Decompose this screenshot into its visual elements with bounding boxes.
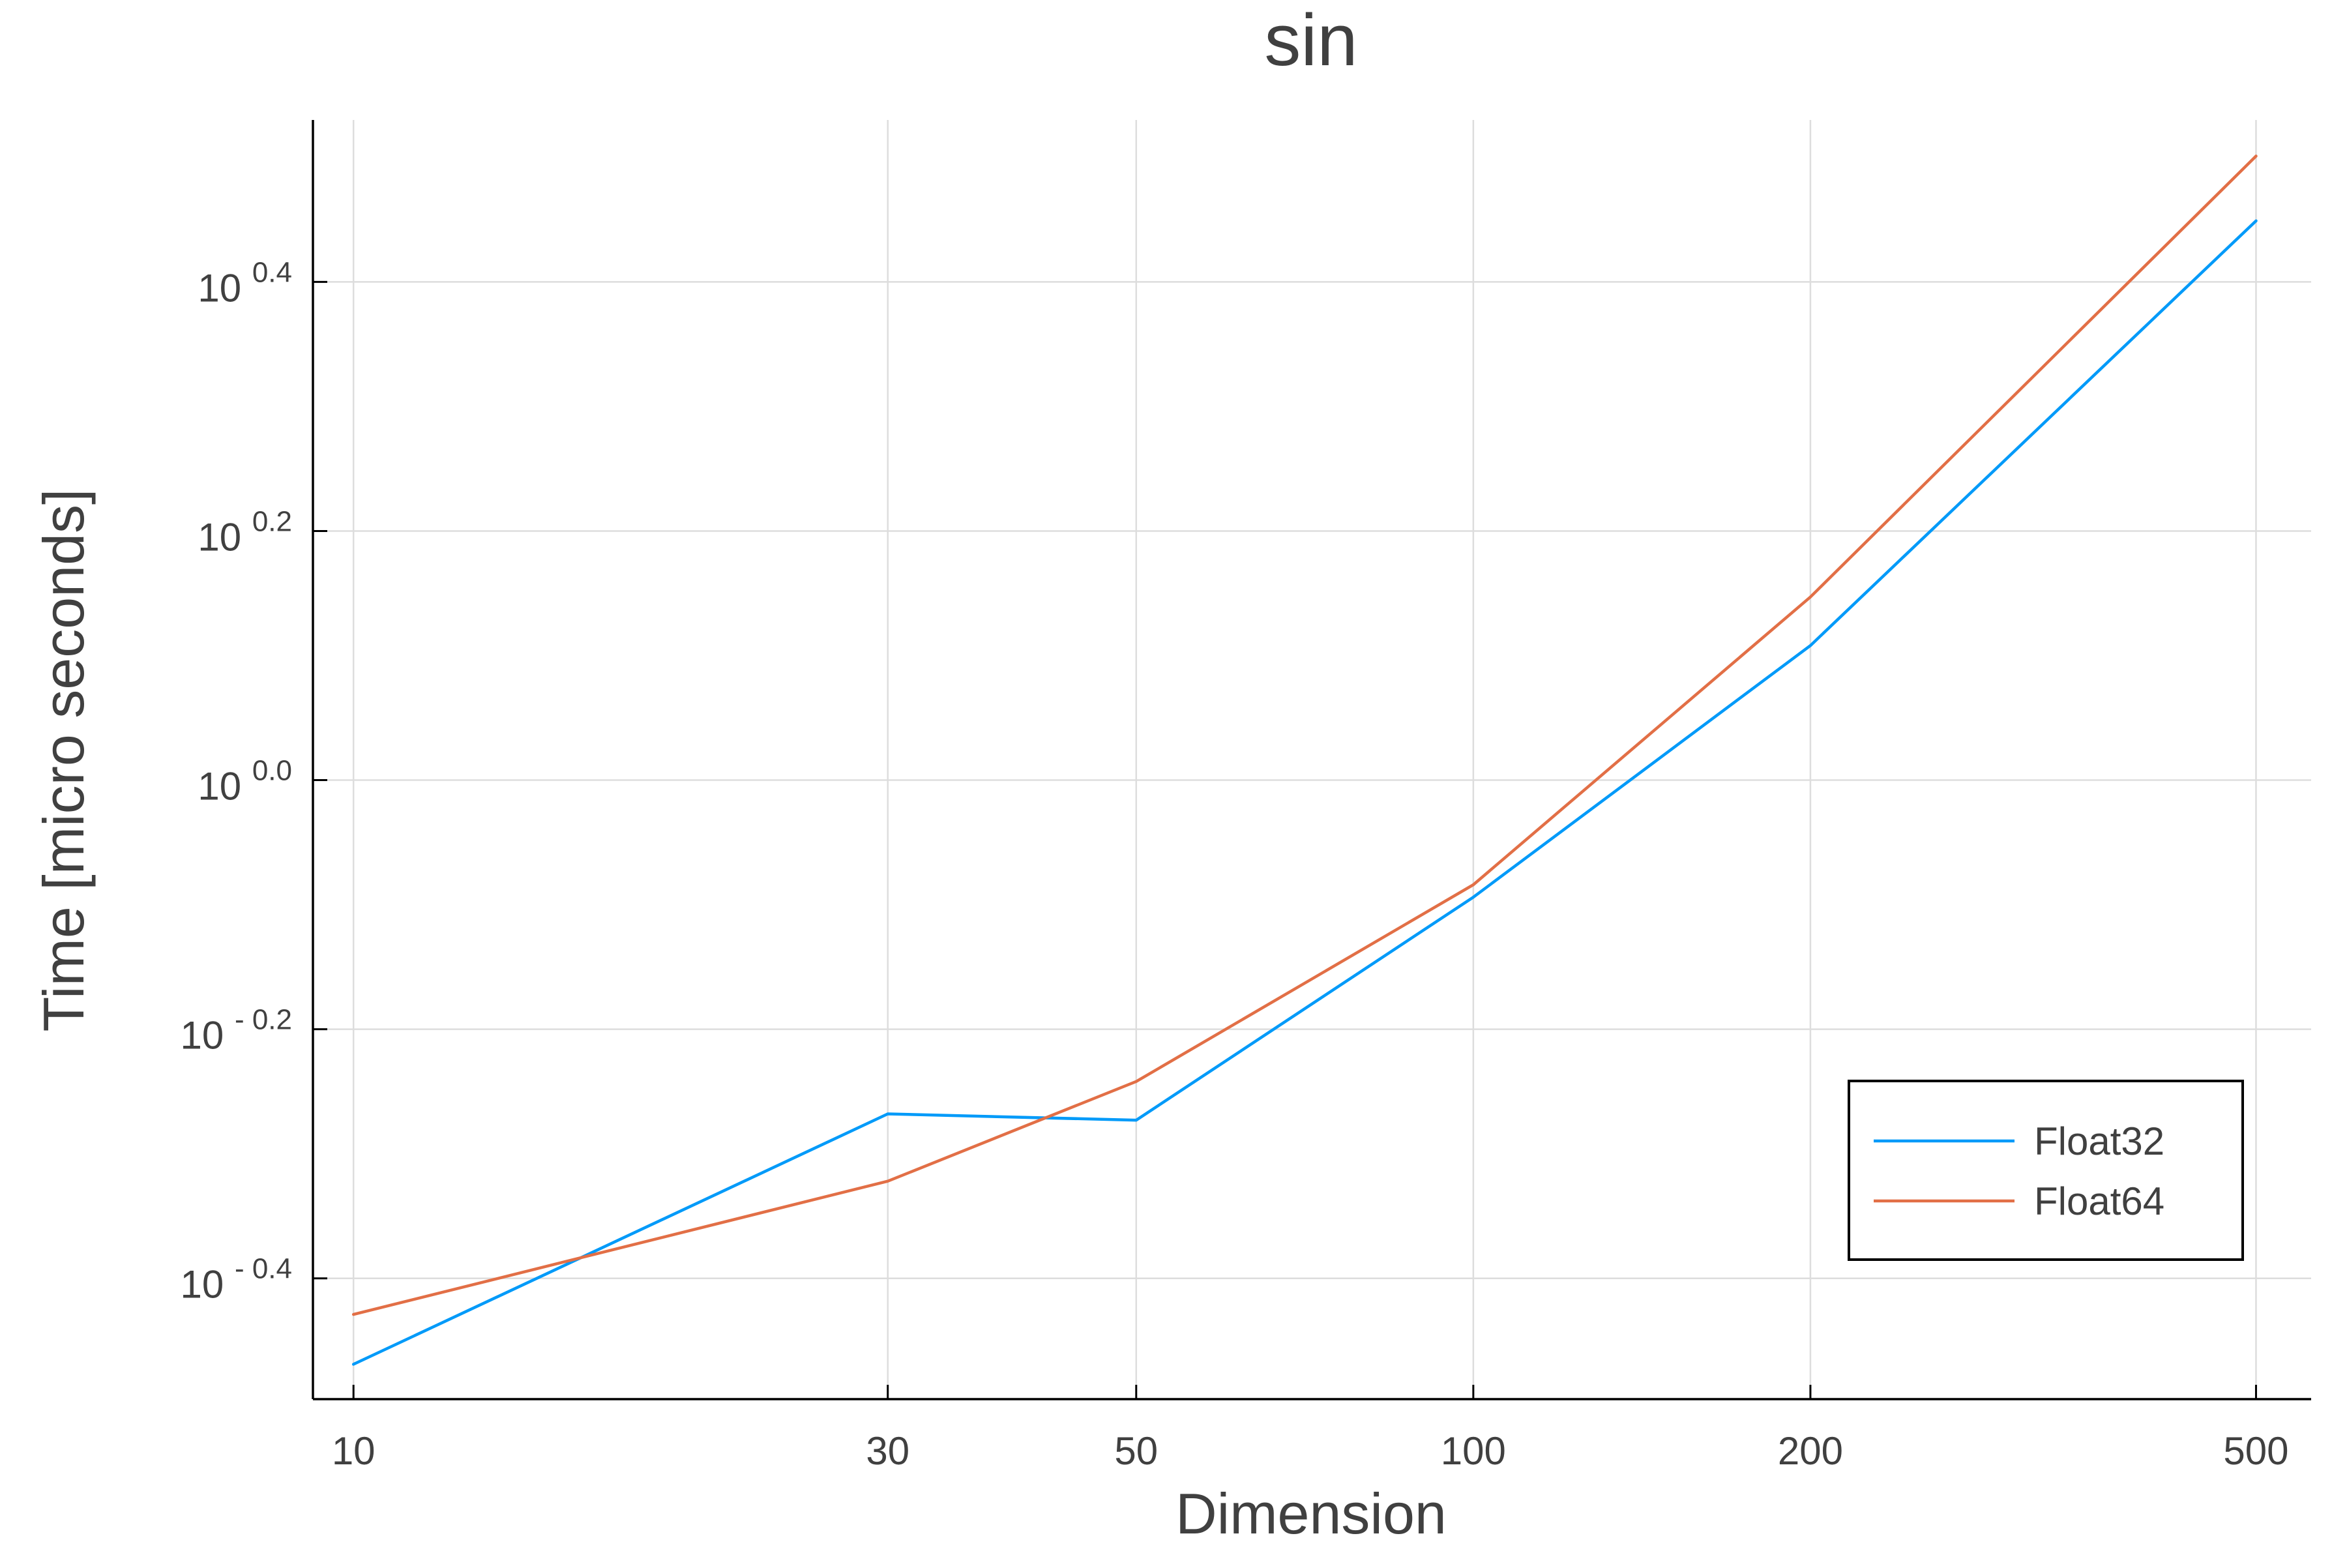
y-tick-exponent-1: 0.2 bbox=[252, 505, 292, 537]
legend-label-float32: Float32 bbox=[2034, 1119, 2164, 1163]
y-tick-label-4: 10 - 0.4 bbox=[181, 1253, 292, 1307]
series-line-float64 bbox=[351, 155, 2258, 1316]
y-tick-base-3: 10 bbox=[181, 1014, 235, 1058]
grid-layer bbox=[313, 120, 2311, 1399]
legend-box bbox=[1848, 1080, 2244, 1261]
chart-title: sin bbox=[1264, 0, 1357, 81]
y-tick-label-0: 10 0.4 bbox=[198, 256, 292, 310]
y-tick-base-2: 10 bbox=[198, 765, 252, 808]
y-tick-base-4: 10 bbox=[181, 1263, 235, 1307]
y-tick-label-3: 10 - 0.2 bbox=[181, 1004, 292, 1058]
legend-label-float64: Float64 bbox=[2034, 1179, 2164, 1223]
y-tick-exponent-2: 0.0 bbox=[252, 755, 292, 787]
legend: Float32 Float64 bbox=[1848, 1080, 2244, 1261]
x-tick-label-2: 50 bbox=[1114, 1429, 1158, 1473]
y-axis-label: Time [micro seconds] bbox=[31, 489, 96, 1032]
x-tick-label-3: 100 bbox=[1441, 1429, 1506, 1473]
y-tick-label-2: 10 0.0 bbox=[198, 755, 292, 808]
x-tick-label-1: 30 bbox=[866, 1429, 909, 1473]
y-tick-exponent-0: 0.4 bbox=[252, 256, 292, 288]
x-tick-label-0: 10 bbox=[332, 1429, 376, 1473]
y-tick-exponent-3: - 0.2 bbox=[235, 1004, 292, 1036]
y-tick-exponent-4: - 0.4 bbox=[235, 1253, 292, 1285]
series-layer bbox=[351, 155, 2258, 1366]
x-tick-label-4: 200 bbox=[1778, 1429, 1843, 1473]
y-tick-base-1: 10 bbox=[198, 515, 252, 559]
x-axis-label: Dimension bbox=[1175, 1481, 1447, 1546]
y-tick-base-0: 10 bbox=[198, 266, 252, 310]
x-tick-label-5: 500 bbox=[2223, 1429, 2288, 1473]
y-tick-label-1: 10 0.2 bbox=[198, 505, 292, 559]
series-line-float32 bbox=[351, 219, 2258, 1366]
